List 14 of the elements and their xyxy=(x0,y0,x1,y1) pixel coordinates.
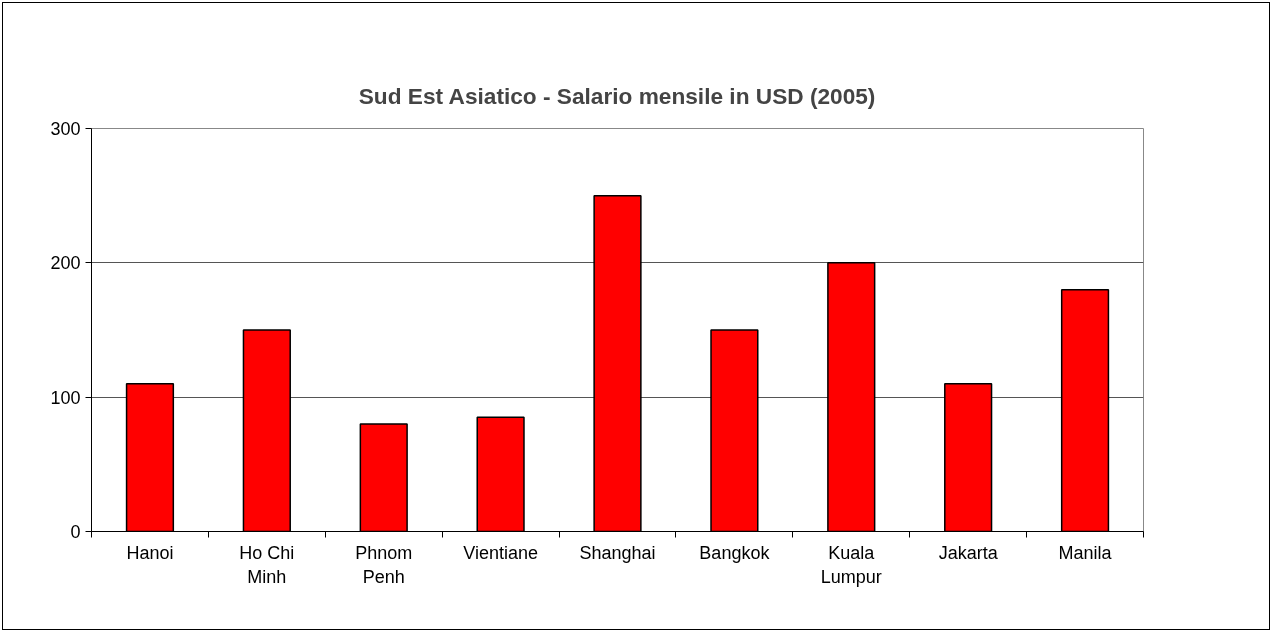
y-tick-label: 300 xyxy=(50,119,81,139)
y-tick-label: 200 xyxy=(50,253,81,274)
x-tick-label: Manila xyxy=(1058,542,1113,563)
x-tick-label: Jakarta xyxy=(938,542,999,563)
x-tick-label: Vientiane xyxy=(463,542,538,563)
y-tick-label: 0 xyxy=(70,522,81,542)
x-tick-label: Hanoi xyxy=(126,542,174,563)
x-tick-label: Phnom Penh xyxy=(355,542,413,587)
x-tick-label: Shanghai xyxy=(579,542,656,563)
x-tick-label: Bangkok xyxy=(699,542,771,563)
x-tick-label: Kuala Lumpur xyxy=(820,542,882,587)
y-tick-label: 100 xyxy=(50,387,81,408)
chart-title: Sud Est Asiatico - Salario mensile in USD (2005) xyxy=(358,82,876,109)
x-tick-label: Ho Chi Minh xyxy=(239,542,295,587)
